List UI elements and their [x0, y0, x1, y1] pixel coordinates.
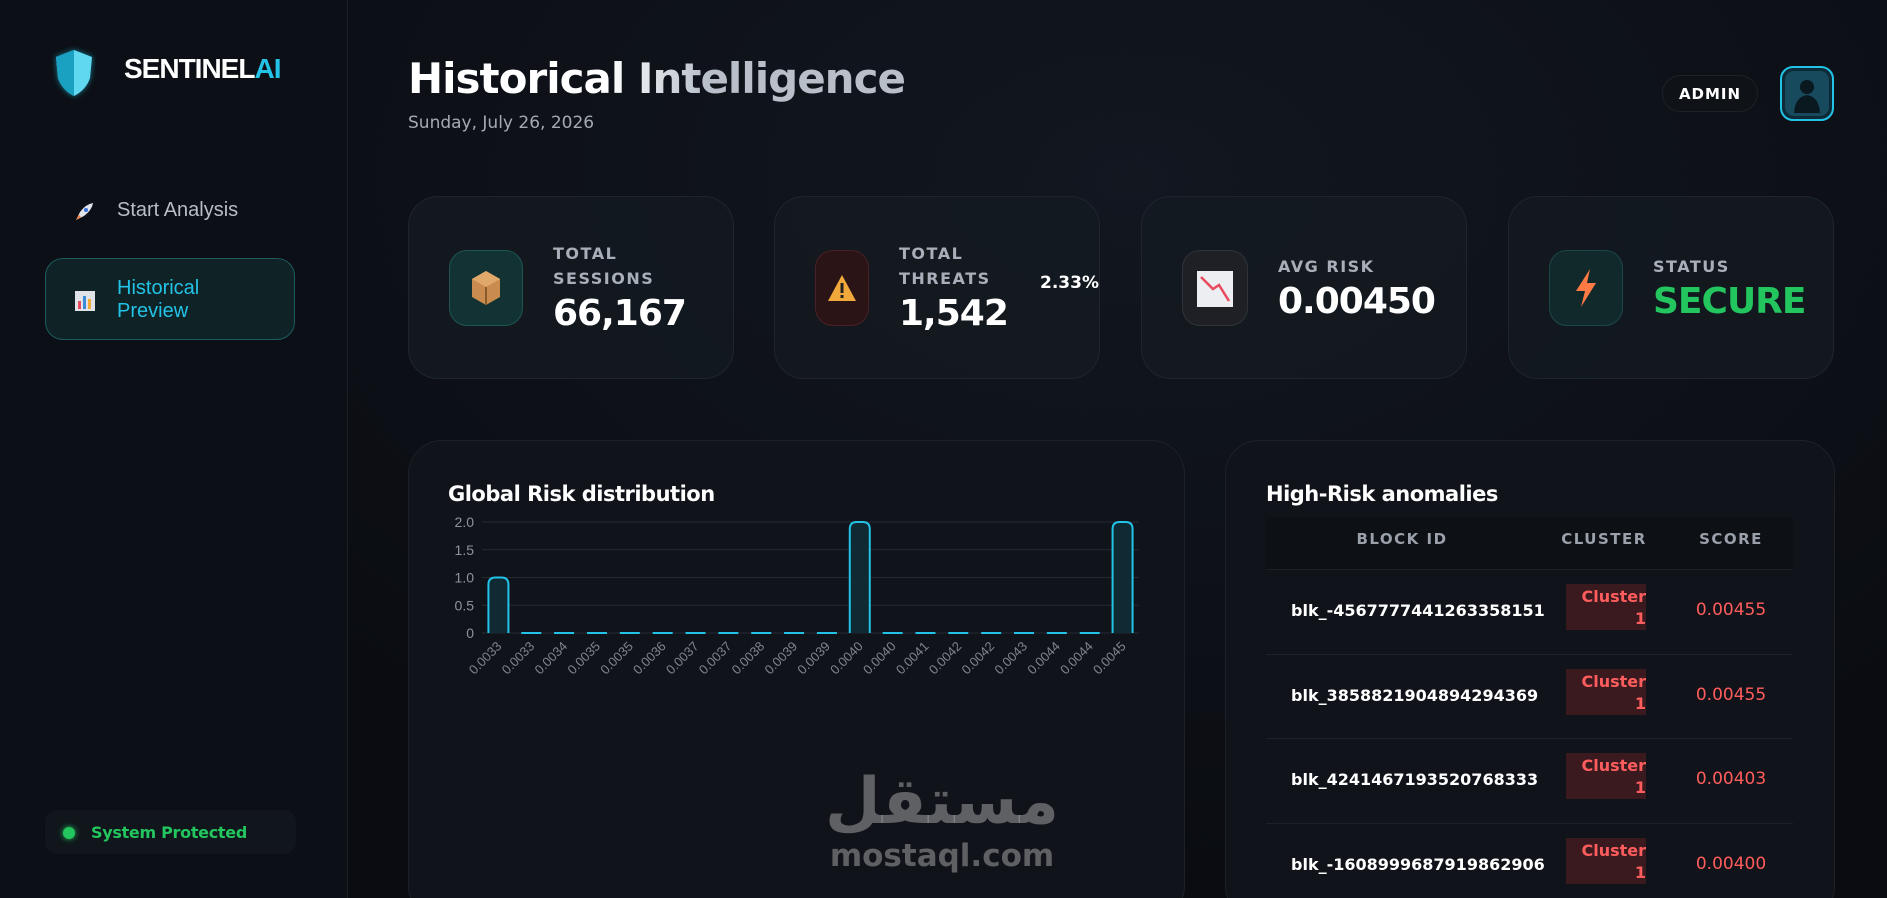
watermark-arabic: مستقل: [824, 765, 1060, 839]
chart-icon: [75, 291, 95, 311]
card-label: AVG RISK: [1278, 256, 1375, 276]
table-panel: [1225, 440, 1835, 898]
column-header: BLOCK ID: [1356, 530, 1448, 548]
score: 0.00400: [1695, 853, 1767, 874]
card-value: 0.00450: [1278, 280, 1436, 322]
brand: SENTINELAI: [124, 53, 281, 85]
block-id: blk_3858821904894294369: [1291, 685, 1539, 705]
row-divider: [1266, 569, 1793, 570]
block-id: blk_4241467193520768333: [1291, 770, 1539, 789]
card-label: TOTAL SESSIONS: [553, 244, 655, 288]
stat-card: TOTAL SESSIONS 66,167: [408, 196, 734, 379]
page-date: Sunday, July 26, 2026: [408, 113, 595, 133]
column-header: CLUSTER: [1561, 530, 1647, 548]
cluster-tag: Cluster 1: [1566, 668, 1646, 715]
row-divider: [1266, 653, 1793, 655]
warning-icon: [815, 249, 869, 326]
status-box: [45, 810, 296, 854]
rocket-icon: [76, 203, 93, 220]
score: 0.00455: [1695, 600, 1767, 620]
row-divider: [1266, 822, 1793, 824]
nav-item-active[interactable]: Historical Preview: [117, 277, 200, 322]
chart-panel: [408, 440, 1185, 898]
avatar[interactable]: [1779, 65, 1835, 122]
stat-card: STATUS SECURE: [1508, 196, 1834, 379]
card-note: 2.33%: [1040, 272, 1099, 293]
bolt-icon: [1549, 249, 1623, 326]
card-label: TOTAL THREATS: [899, 244, 991, 288]
nav-item[interactable]: Start Analysis: [117, 199, 239, 221]
status-dot: [63, 827, 75, 839]
brand-name: SENTINEL: [124, 53, 255, 84]
logo-shield: [56, 50, 92, 96]
column-header: SCORE: [1699, 530, 1763, 548]
sidebar: [0, 0, 348, 898]
row-divider: [1266, 738, 1793, 739]
block-id: blk_-4567777441263358151: [1291, 601, 1545, 620]
block-id: blk_-1608999687919862906: [1291, 854, 1545, 874]
watermark-latin: mostaql.com: [829, 838, 1055, 874]
trend-icon: [1182, 249, 1248, 326]
table-title: High-Risk anomalies: [1266, 482, 1498, 506]
card-label: STATUS: [1653, 256, 1730, 276]
stat-card: AVG RISK 0.00450: [1141, 196, 1467, 379]
card-value: SECURE: [1653, 280, 1806, 322]
card-value: 1,542: [899, 293, 1009, 334]
score: 0.00403: [1695, 769, 1767, 789]
box-icon: [449, 249, 523, 326]
score: 0.00455: [1695, 684, 1767, 705]
card-value: 66,167: [553, 293, 687, 334]
status-text: System Protected: [91, 823, 247, 842]
cluster-tag: Cluster 1: [1566, 584, 1646, 630]
cluster-tag: Cluster 1: [1566, 753, 1646, 799]
stat-card: TOTAL THREATS 1,542 2.33%: [774, 196, 1100, 379]
cluster-tag: Cluster 1: [1566, 837, 1646, 884]
chart-title: Global Risk distribution: [448, 482, 715, 506]
user-badge[interactable]: ADMIN: [1662, 75, 1758, 112]
brand-accent: AI: [254, 53, 281, 84]
page-title: Historical Intelligence: [408, 54, 906, 103]
table-header: [1266, 517, 1793, 570]
